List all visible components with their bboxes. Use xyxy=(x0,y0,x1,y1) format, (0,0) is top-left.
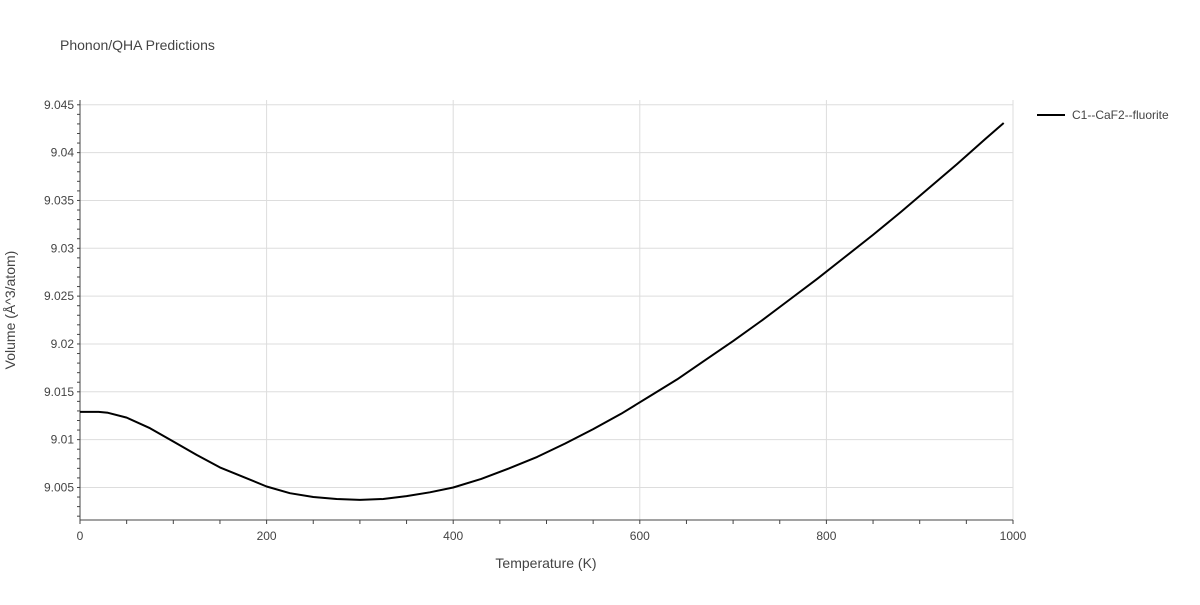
x-tick-label: 800 xyxy=(816,529,836,543)
y-tick-label: 9.015 xyxy=(44,385,74,399)
y-tick-label: 9.045 xyxy=(44,98,74,112)
y-tick-label: 9.03 xyxy=(51,241,75,255)
y-tick-label: 9.04 xyxy=(51,146,75,160)
series-line xyxy=(80,122,1005,501)
plot-area xyxy=(80,122,1005,501)
x-tick-label: 400 xyxy=(443,529,463,543)
y-tick-label: 9.01 xyxy=(51,433,75,447)
y-tick-label: 9.005 xyxy=(44,480,74,494)
y-tick-label: 9.02 xyxy=(51,337,75,351)
x-tick-label: 0 xyxy=(77,529,84,543)
grid xyxy=(80,100,1014,520)
y-tick-label: 9.035 xyxy=(44,193,74,207)
x-tick-label: 200 xyxy=(257,529,277,543)
x-tick-label: 1000 xyxy=(1000,529,1027,543)
legend[interactable]: C1--CaF2--fluorite xyxy=(1037,108,1169,122)
chart-title: Phonon/QHA Predictions xyxy=(60,37,215,53)
axes: 0 200 400 600 800 1000 9.005 9.01 9.015 9.02 9.025… xyxy=(44,98,1027,543)
y-tick-label: 9.025 xyxy=(44,289,74,303)
x-axis-label: Temperature (K) xyxy=(495,555,596,571)
x-tick-label: 600 xyxy=(630,529,650,543)
legend-label[interactable]: C1--CaF2--fluorite xyxy=(1072,108,1169,122)
y-axis-label: Volume (Å^3/atom) xyxy=(2,251,18,370)
